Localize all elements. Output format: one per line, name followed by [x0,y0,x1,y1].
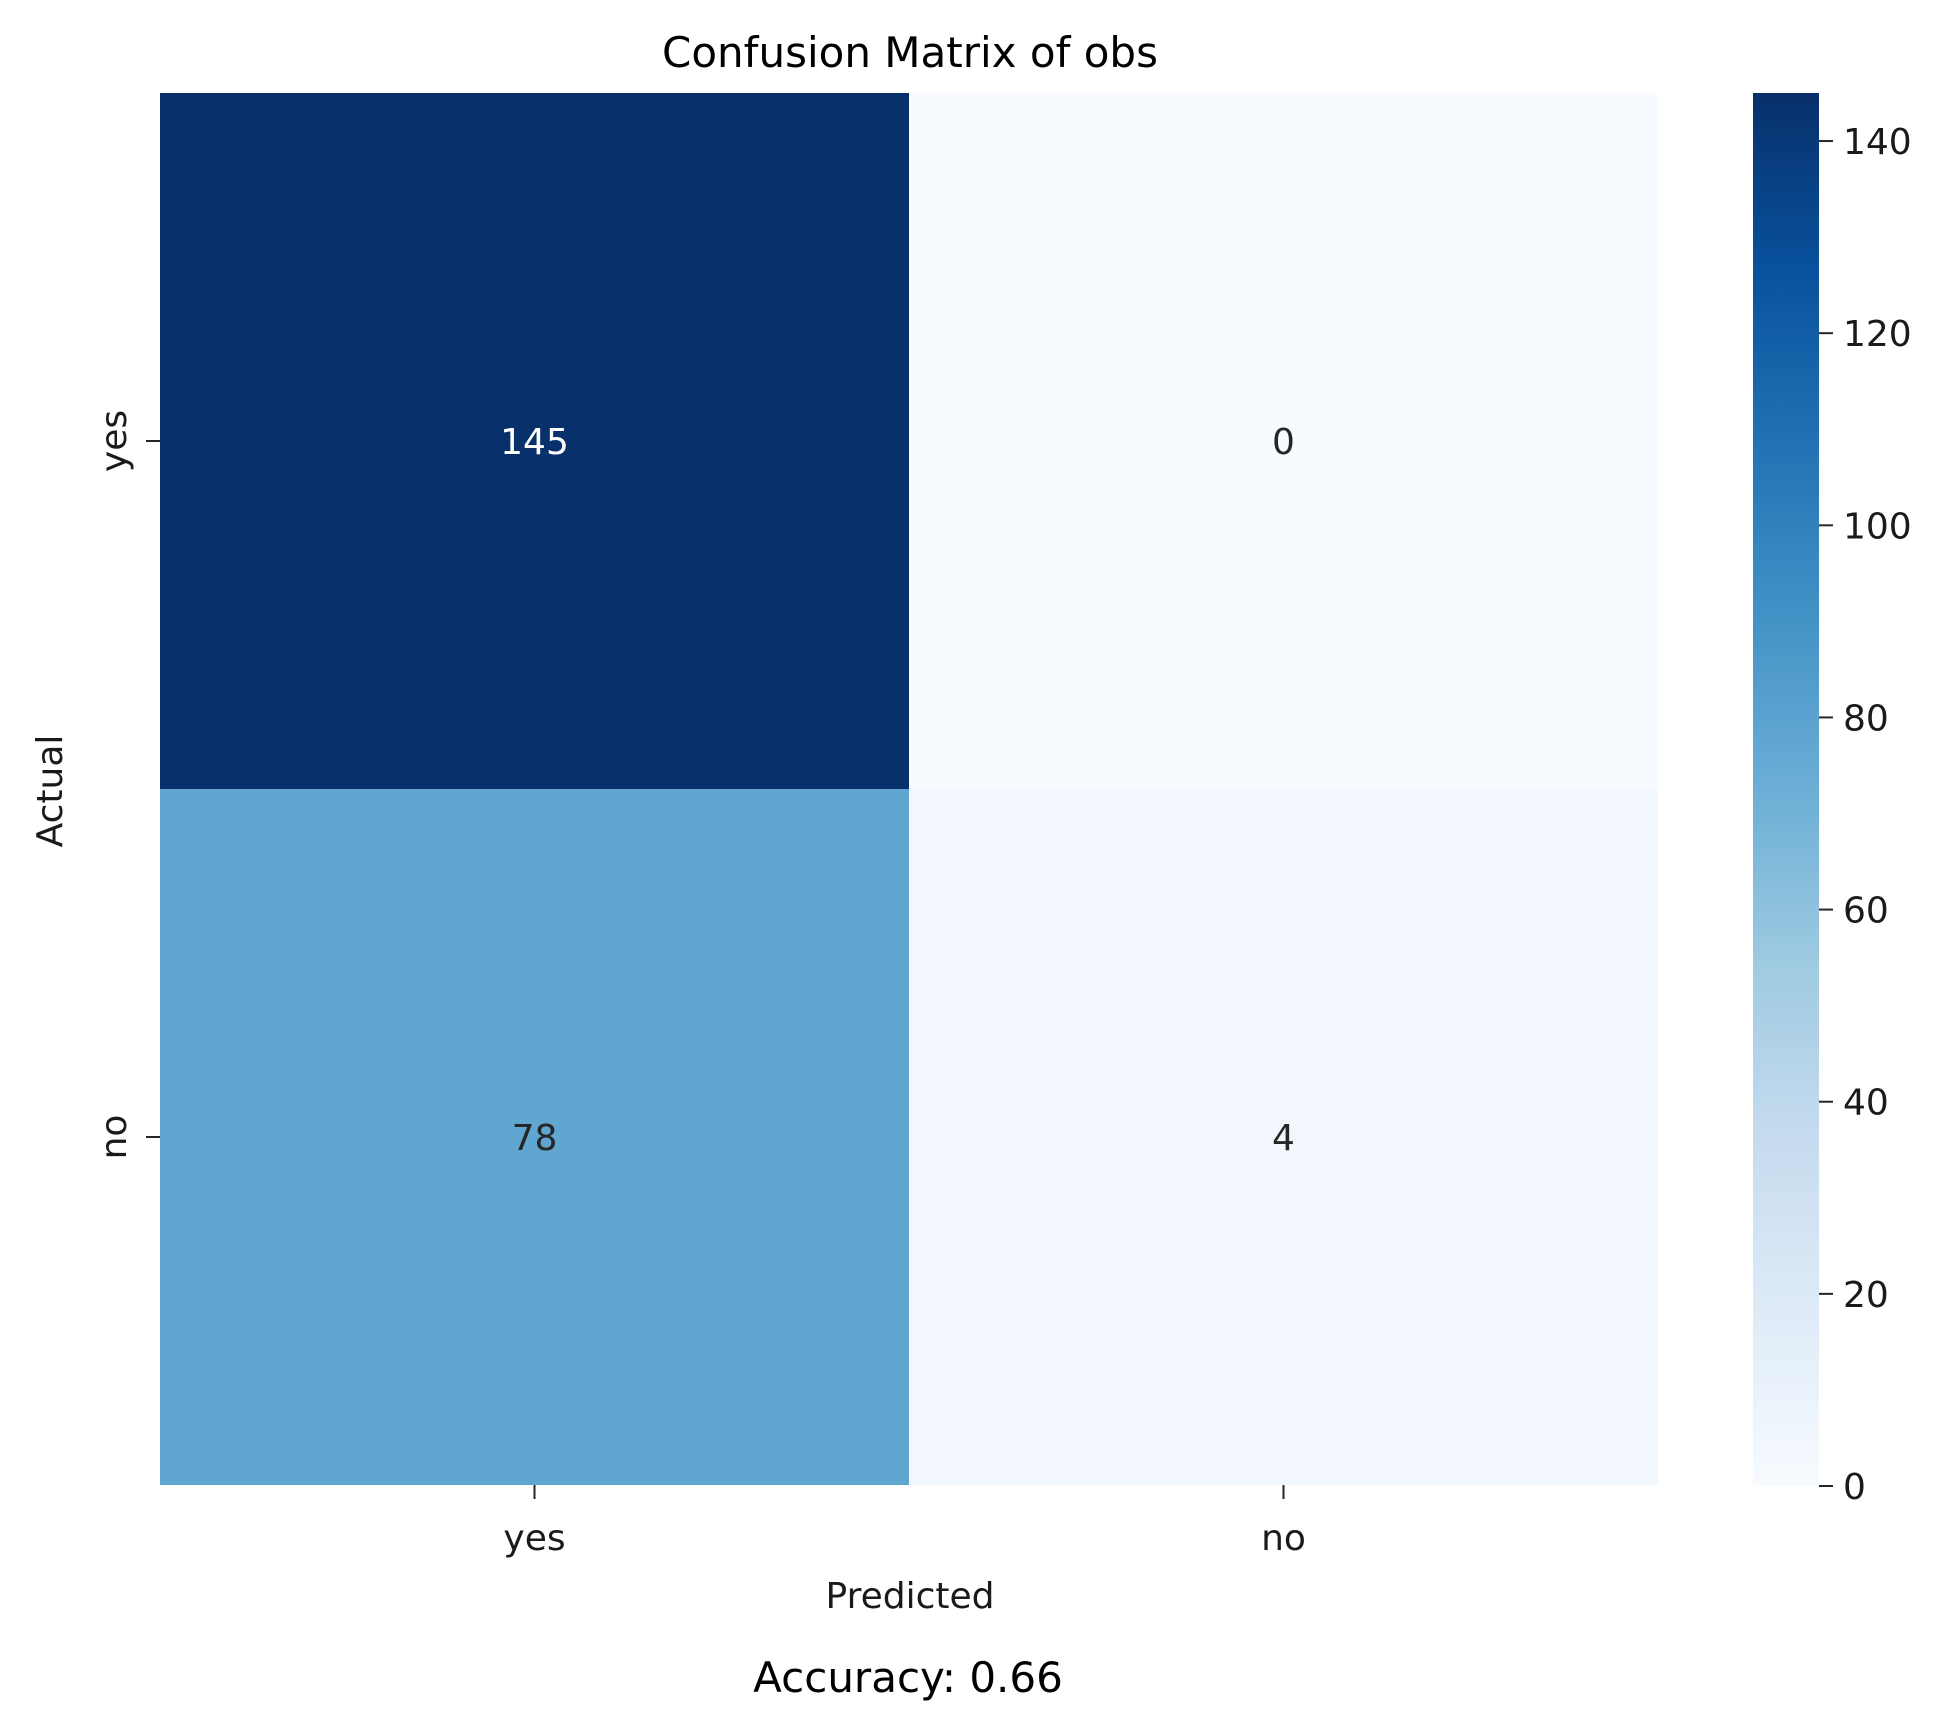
x-axis-label: Predicted [826,1576,995,1617]
colorbar [1753,93,1819,1486]
cell-label-yes-no: 0 [1272,422,1295,463]
x-tick-label-no: no [1261,1518,1306,1559]
accuracy-footer: Accuracy: 0.66 [753,1653,1063,1702]
cell-no-no [909,789,1658,1485]
colorbar-ticks: 0 20 40 60 80 100 120 140 [1819,122,1912,1508]
colorbar-tick-label-140: 140 [1843,122,1912,163]
y-tick-label-no: no [94,1115,135,1160]
cell-yes-yes [160,93,909,789]
chart-title: Confusion Matrix of obs [662,28,1158,77]
colorbar-tick-label-20: 20 [1843,1275,1889,1316]
cell-label-yes-yes: 145 [500,422,569,463]
colorbar-tick-label-60: 60 [1843,891,1889,932]
cell-label-no-yes: 78 [512,1118,558,1159]
heatmap-cell-labels: 145 0 78 4 [500,422,1295,1159]
colorbar-tick-label-120: 120 [1843,314,1912,355]
colorbar-tick-label-40: 40 [1843,1083,1889,1124]
cell-yes-no [909,93,1658,789]
cell-no-yes [160,789,909,1485]
colorbar-tick-label-80: 80 [1843,698,1889,739]
y-tick-label-yes: yes [94,410,135,472]
y-axis-label: Actual [30,735,71,848]
x-tick-label-yes: yes [503,1518,565,1559]
cell-label-no-no: 4 [1272,1118,1295,1159]
colorbar-tick-label-100: 100 [1843,506,1912,547]
y-axis-ticks: yes no [94,410,160,1160]
heatmap-cells [160,93,1658,1485]
x-axis-ticks: yes no [503,1485,1306,1559]
colorbar-tick-label-0: 0 [1843,1467,1866,1508]
